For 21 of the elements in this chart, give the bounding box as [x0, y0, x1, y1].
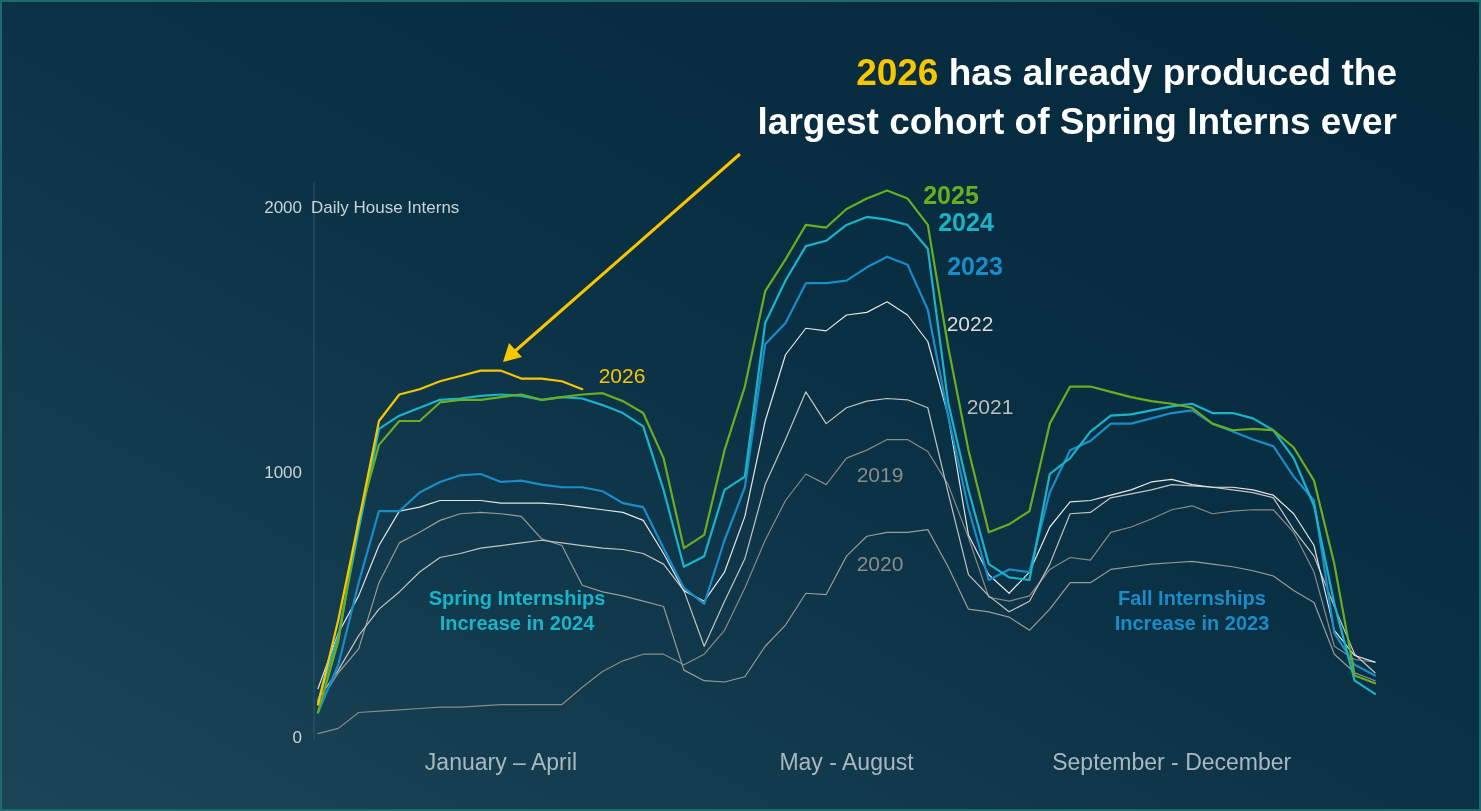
series-label: 2023	[947, 251, 1003, 280]
series-label: 2025	[923, 180, 979, 209]
annotation: Fall Internships Increase in 2023	[1114, 587, 1270, 634]
x-tick-label: September - December	[1052, 749, 1292, 775]
chart-title: 2026 has already produced the largest cohort of Spring Interns ever	[757, 52, 1397, 142]
series-label: 2021	[966, 394, 1014, 418]
y-tick-label: 1000	[264, 463, 302, 483]
line-series	[317, 438, 1376, 735]
series-label: 2026	[598, 363, 646, 387]
y-axis-title: Daily House Interns	[311, 198, 460, 218]
x-tick-label: May - August	[779, 749, 915, 775]
annotation: Spring Internships Increase in 2024	[428, 587, 606, 634]
series-label: 2020	[856, 551, 904, 575]
y-tick-label: 2000	[264, 198, 302, 218]
series-label: 2022	[946, 311, 994, 335]
line-series	[317, 301, 1376, 690]
x-tick-label: January – April	[424, 749, 578, 775]
series-label: 2019	[856, 462, 904, 486]
series-label: 2024	[938, 207, 994, 236]
line-series	[317, 391, 1376, 700]
y-tick-label: 0	[292, 728, 302, 748]
